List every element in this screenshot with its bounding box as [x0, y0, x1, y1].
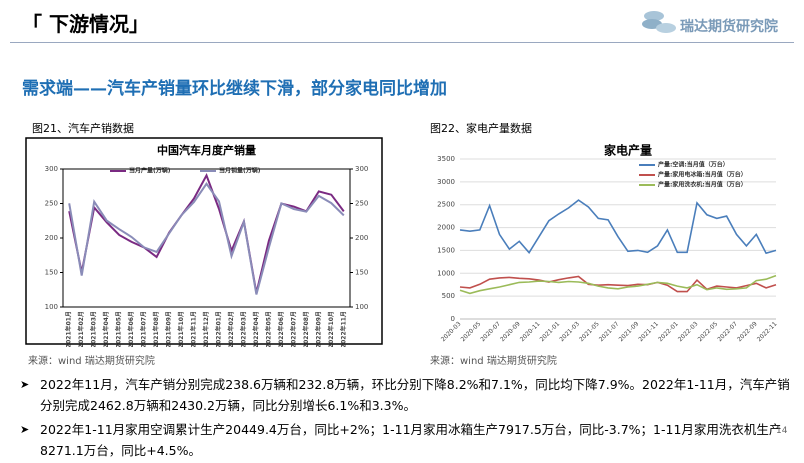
subtitle: 需求端——汽车产销量环比继续下滑，部分家电同比增加	[22, 79, 447, 99]
bullet: 2022年11月，汽车产销分别完成238.6万辆和232.8万辆，环比分别下降8…	[20, 374, 792, 416]
y-tick-label: 250	[45, 200, 58, 208]
caption: 图22、家电产量数据	[430, 122, 532, 135]
chart: 家电产量05001000150020002500300035002020-032…	[437, 143, 779, 344]
y-tick-label: 1500	[437, 246, 455, 254]
y2-tick-label: 150	[355, 269, 368, 277]
x-tick-label: 2022年04月	[252, 311, 260, 347]
x-tick-label: 2022-11	[756, 320, 779, 343]
bullet-text: 2022年11月，汽车产销分别完成238.6万辆和232.8万辆，环比分别下降8…	[40, 377, 790, 413]
x-tick-label: 2022-09	[736, 320, 759, 343]
logo-icon	[642, 11, 676, 33]
x-tick-label: 2021年05月	[115, 311, 123, 347]
y-tick-label: 200	[45, 234, 58, 242]
x-tick-label: 2022年07月	[289, 311, 297, 347]
y-tick-label: 2000	[437, 224, 455, 232]
x-tick-label: 2021年07月	[140, 311, 148, 347]
x-tick-label: 2022年11月	[339, 311, 347, 347]
y-tick-label: 2500	[437, 201, 455, 209]
y-tick-label: 1000	[437, 269, 455, 277]
x-tick-label: 2021年09月	[165, 311, 173, 347]
x-tick-label: 2021年12月	[202, 311, 210, 347]
y-tick-label: 3000	[437, 178, 455, 186]
legend-label: 产量:空调:当月值（万台）	[658, 161, 729, 169]
x-tick-label: 2021年03月	[90, 311, 98, 347]
y2-tick-label: 200	[355, 234, 368, 242]
y-tick-label: 100	[45, 303, 58, 311]
x-tick-label: 2021年06月	[127, 311, 135, 347]
data-line	[68, 172, 345, 294]
caption: 图21、汽车产销数据	[32, 122, 134, 135]
x-tick-label: 2021-07	[598, 320, 621, 343]
x-tick-label: 2022-07	[716, 320, 739, 343]
x-tick-label: 2021年11月	[190, 311, 198, 347]
x-tick-label: 2022年06月	[277, 311, 285, 347]
x-tick-label: 2020-03	[440, 320, 463, 343]
y-tick-label: 300	[45, 165, 58, 173]
x-tick-label: 2021年01月	[65, 311, 73, 347]
x-tick-label: 2022-01	[657, 320, 680, 343]
x-tick-label: 2022-05	[697, 320, 720, 343]
x-tick-label: 2020-09	[499, 320, 522, 343]
y-tick-label: 0	[451, 315, 455, 323]
x-tick-label: 2021-03	[558, 320, 581, 343]
data-line	[68, 182, 345, 295]
data-line	[459, 199, 777, 255]
legend-label: 当月销量(万辆)	[219, 167, 261, 175]
x-tick-label: 2022年01月	[214, 311, 222, 347]
source: 来源：wind 瑞达期货研究院	[430, 356, 557, 367]
y-tick-label: 500	[442, 292, 455, 300]
x-tick-label: 2020-07	[479, 320, 502, 343]
y2-tick-label: 250	[355, 200, 368, 208]
chart-title: 家电产量	[604, 143, 652, 158]
legend-label: 产量:家用电冰箱:当月值（万台）	[658, 171, 747, 179]
chart: 中国汽车月度产销量 100 150 200 250 300 100 150 200 250 300 2…	[25, 137, 383, 347]
x-tick-label: 2021-01	[539, 320, 562, 343]
x-tick-label: 2021-11	[637, 320, 660, 343]
x-tick-label: 2021年10月	[177, 311, 185, 347]
chart-title: 中国汽车月度产销量	[157, 143, 256, 157]
y2-tick-label: 100	[355, 303, 368, 311]
page-number: 14	[776, 426, 788, 436]
x-tick-label: 2022年09月	[314, 311, 322, 347]
x-tick-label: 2021-05	[578, 320, 601, 343]
x-tick-label: 2021年02月	[77, 311, 85, 347]
bullet: 2022年1-11月家用空调累计生产20449.4万台，同比+2%；1-11月家…	[20, 419, 792, 461]
source: 来源：wind 瑞达期货研究院	[28, 356, 155, 367]
x-tick-label: 2020-11	[519, 320, 542, 343]
data-line	[459, 275, 777, 293]
header-title: 「 下游情况」	[22, 12, 149, 36]
plot-frame	[62, 168, 351, 308]
x-tick-label: 2022年08月	[302, 311, 310, 347]
x-tick-label: 2022-03	[677, 320, 700, 343]
y-tick-label: 150	[45, 269, 58, 277]
y-tick-label: 3500	[437, 155, 455, 163]
x-tick-label: 2022年02月	[227, 311, 235, 347]
x-tick-label: 2021-09	[618, 320, 641, 343]
y2-tick-label: 300	[355, 165, 368, 173]
x-tick-label: 2020-05	[460, 320, 483, 343]
header-rule	[10, 42, 794, 43]
legend-label: 当月产量(万辆)	[129, 167, 171, 175]
legend-label: 产量:家用洗衣机:当月值（万台）	[658, 181, 747, 189]
x-tick-label: 2021年04月	[102, 311, 110, 347]
x-tick-label: 2022年10月	[327, 311, 335, 347]
x-tick-label: 2022年05月	[264, 311, 272, 347]
logo-text: 瑞达期货研究院	[680, 19, 778, 35]
x-tick-label: 2021年08月	[152, 311, 160, 347]
data-line	[459, 274, 777, 295]
x-tick-label: 2022年03月	[239, 311, 247, 347]
chart-border	[25, 137, 383, 345]
bullet-text: 2022年1-11月家用空调累计生产20449.4万台，同比+2%；1-11月家…	[40, 422, 782, 458]
